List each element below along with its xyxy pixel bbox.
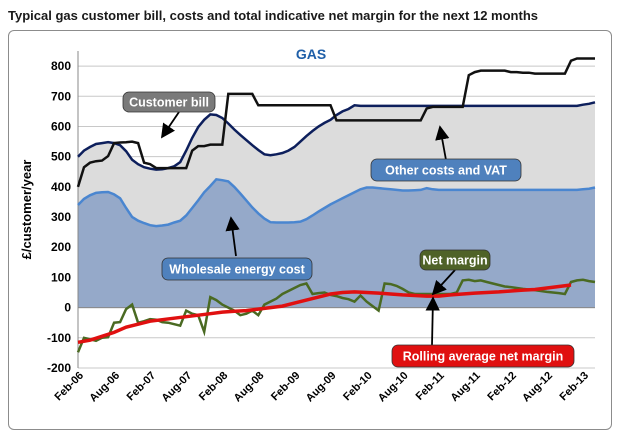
other-costs-label-box [370, 158, 522, 182]
x-tick-label: Aug-08 [232, 370, 267, 405]
wholesale-label-text: Wholesale energy cost [169, 263, 305, 277]
rolling-average-label-box [391, 344, 575, 368]
wholesale-line [77, 177, 596, 228]
customer-bill-label-box [122, 91, 216, 113]
other-costs-arrow [435, 125, 450, 161]
x-tick-label: Feb-12 [485, 370, 519, 404]
x-tick-label: Feb-13 [558, 370, 592, 404]
chart-title: GAS [296, 46, 326, 62]
x-tick-label: Feb-10 [341, 370, 375, 404]
chart-frame: -200 -100 0 100 200 300 400 500 600 700 800 Feb-06 A… [8, 30, 612, 430]
x-tick-label: Aug-10 [376, 370, 411, 405]
y-tick-label: 0 [64, 301, 71, 315]
net-margin-arrow [431, 269, 456, 296]
x-tick-label: Feb-09 [269, 370, 303, 404]
x-tick-label: Feb-11 [414, 370, 447, 403]
x-tick-label: Feb-07 [125, 370, 159, 404]
net-margin-label-text: Net margin [422, 254, 487, 268]
y-axis-label: £/customer/year [19, 160, 34, 260]
y-tick-label: 500 [51, 150, 71, 164]
y-tick-label: -100 [47, 331, 71, 345]
x-tick-label: Feb-08 [197, 370, 231, 404]
customer-bill-line [76, 57, 595, 188]
y-tick-label: -200 [47, 361, 71, 375]
y-tick-label: 700 [51, 89, 71, 103]
y-tick-label: 300 [51, 210, 71, 224]
net-margin-line [76, 278, 596, 353]
rolling-average-label-text: Rolling average net margin [403, 350, 563, 364]
y-tick-label: 800 [51, 59, 71, 73]
customer-bill-arrow [160, 111, 180, 139]
rolling-average-line [77, 283, 572, 345]
other-costs-label-text: Other costs and VAT [385, 164, 507, 178]
y-tick-label: 600 [51, 119, 71, 133]
customer-bill-label-text: Customer bill [129, 96, 209, 110]
y-tick-label: 100 [51, 270, 71, 284]
x-tick-label: Aug-12 [520, 370, 555, 405]
y-tick-label: 200 [51, 240, 71, 254]
x-tick-label: Aug-11 [448, 370, 482, 404]
x-tick-label: Aug-07 [159, 370, 194, 405]
y-tick-label: 400 [51, 180, 71, 194]
x-tick-label: Aug-09 [304, 370, 339, 405]
wholesale-label-box [161, 257, 313, 281]
rolling-average-arrow [425, 296, 440, 346]
net-margin-label-box [419, 249, 491, 271]
chart-page-title: Typical gas customer bill, costs and tot… [8, 8, 538, 23]
wholesale-arrow [225, 216, 240, 257]
x-tick-label: Aug-06 [87, 370, 122, 405]
